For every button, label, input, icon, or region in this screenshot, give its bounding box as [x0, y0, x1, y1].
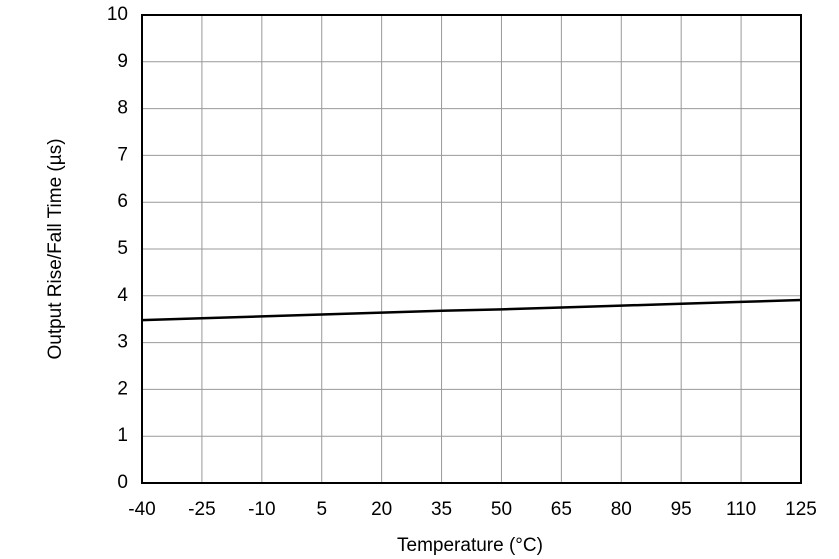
y-tick-label: 2	[117, 378, 128, 399]
y-tick-label: 1	[117, 425, 128, 446]
x-tick-label: 110	[726, 499, 756, 520]
x-tick-label: 95	[671, 499, 692, 520]
plot-frame	[141, 14, 802, 484]
x-tick-label: 125	[785, 499, 817, 520]
x-tick-label: -10	[248, 499, 275, 520]
y-tick-label: 5	[117, 238, 128, 259]
x-tick-label: 65	[551, 499, 572, 520]
x-tick-label: -40	[128, 499, 155, 520]
x-tick-label: -25	[188, 499, 215, 520]
x-tick-label: 20	[371, 499, 392, 520]
y-tick-label: 7	[117, 144, 128, 165]
y-tick-label: 0	[117, 472, 128, 493]
y-tick-label: 6	[117, 191, 128, 212]
x-tick-label: 50	[491, 499, 512, 520]
x-tick-label: 80	[611, 499, 632, 520]
y-tick-label: 3	[117, 332, 128, 353]
line-series	[141, 298, 802, 322]
y-tick-label: 10	[107, 4, 128, 25]
x-axis-label: Temperature (°C)	[397, 535, 543, 556]
y-tick-label: 9	[117, 51, 128, 72]
y-tick-label: 8	[117, 98, 128, 119]
y-tick-label: 4	[117, 285, 128, 306]
x-tick-label: 5	[316, 499, 327, 520]
y-axis-label: Output Rise/Fall Time (µs)	[45, 138, 66, 359]
x-tick-label: 35	[431, 499, 452, 520]
